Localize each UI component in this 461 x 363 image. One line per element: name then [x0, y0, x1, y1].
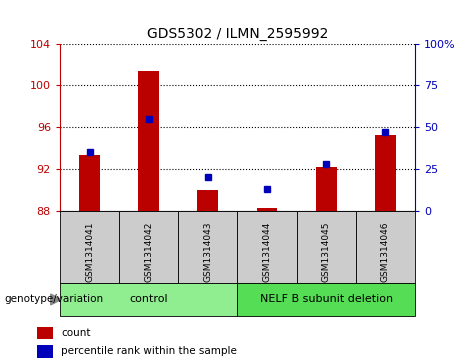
Bar [37, 327, 53, 339]
Text: percentile rank within the sample: percentile rank within the sample [61, 346, 237, 356]
Bar [178, 211, 237, 283]
Bar [138, 71, 159, 211]
Text: NELF B subunit deletion: NELF B subunit deletion [260, 294, 393, 305]
Text: genotype/variation: genotype/variation [5, 294, 104, 305]
Text: control: control [130, 294, 168, 305]
Bar [37, 345, 53, 358]
Bar [296, 211, 356, 283]
Text: GSM1314046: GSM1314046 [381, 221, 390, 282]
Title: GDS5302 / ILMN_2595992: GDS5302 / ILMN_2595992 [147, 27, 328, 41]
Bar [60, 211, 119, 283]
Bar [356, 211, 415, 283]
Text: count: count [61, 328, 90, 338]
Bar [119, 211, 178, 283]
Bar [79, 155, 100, 211]
Bar [375, 135, 396, 211]
Bar [237, 211, 296, 283]
Bar [257, 208, 278, 211]
Bar [316, 167, 337, 211]
Polygon shape [51, 294, 61, 305]
Text: GSM1314041: GSM1314041 [85, 221, 94, 282]
Text: GSM1314045: GSM1314045 [322, 221, 331, 282]
Text: GSM1314043: GSM1314043 [203, 221, 213, 282]
Text: GSM1314042: GSM1314042 [144, 221, 153, 282]
Bar [60, 283, 237, 316]
Bar [197, 189, 218, 211]
Text: GSM1314044: GSM1314044 [262, 221, 272, 282]
Bar [237, 283, 415, 316]
